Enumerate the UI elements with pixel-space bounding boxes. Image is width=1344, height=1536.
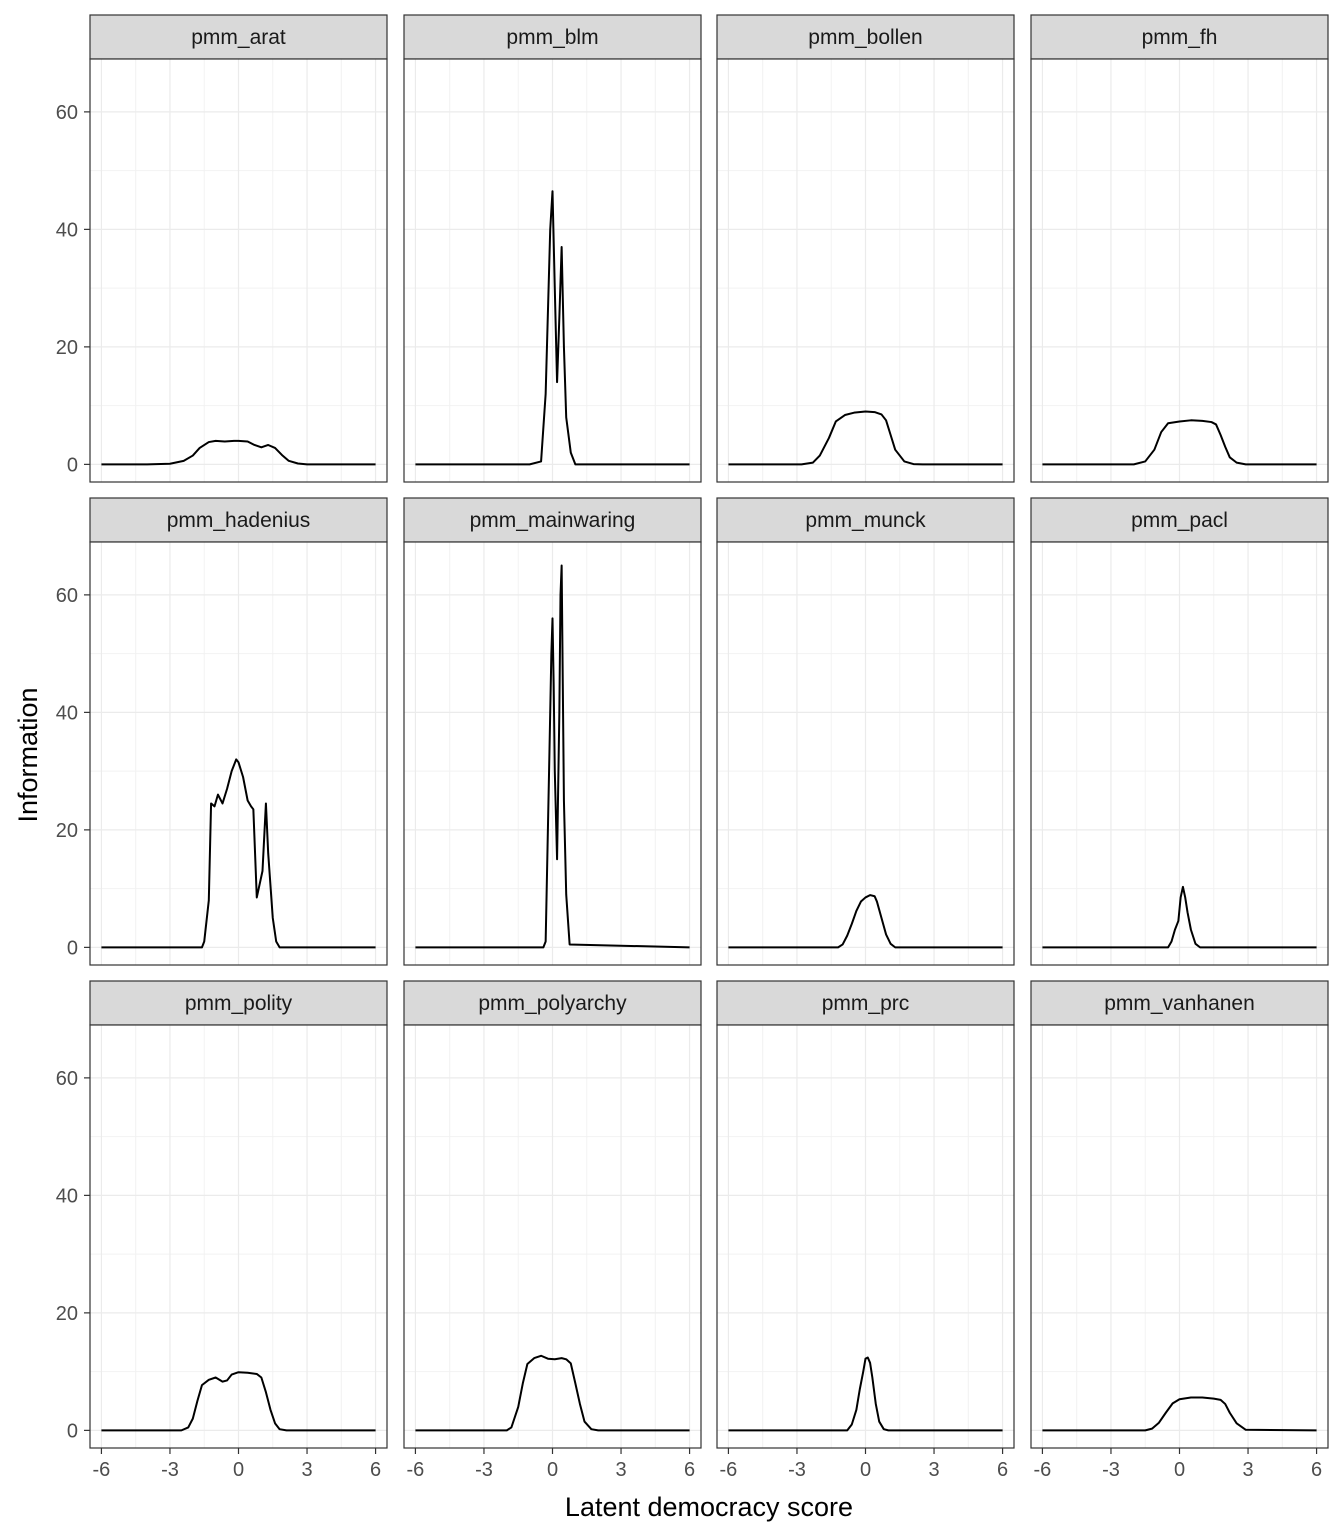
- facet-title: pmm_fh: [1142, 26, 1218, 49]
- y-tick-label: 0: [67, 454, 78, 476]
- x-tick-label: 3: [928, 1459, 939, 1481]
- information-curve: [101, 758, 376, 949]
- x-tick-label: 6: [370, 1459, 381, 1481]
- facet-panel: pmm_arat 0 20 40 60: [56, 14, 388, 483]
- facet-panel: pmm_hadenius 0 20 40 60: [56, 497, 388, 966]
- information-curve: [728, 410, 1003, 466]
- facet-strip: [1030, 980, 1329, 1026]
- panel-border: [1030, 58, 1329, 483]
- x-tick-label: 6: [1311, 1459, 1322, 1481]
- facet-panel: pmm_fh: [1030, 14, 1329, 483]
- y-tick-label: 40: [56, 219, 78, 241]
- facet-title: pmm_polity: [185, 992, 293, 1015]
- x-tick-label: 0: [547, 1459, 558, 1481]
- information-curve: [101, 1371, 376, 1432]
- x-tick-label: 6: [997, 1459, 1008, 1481]
- facet-panel: pmm_blm: [403, 14, 702, 483]
- facet-title: pmm_vanhanen: [1104, 992, 1255, 1015]
- facet-panel: pmm_polyarchy -6 -3 0 3 6: [403, 980, 702, 1481]
- facet-strip: [403, 980, 702, 1026]
- panel-border: [403, 541, 702, 966]
- panel-border: [716, 58, 1015, 483]
- panel-border: [1030, 541, 1329, 966]
- y-tick-label: 60: [56, 585, 78, 607]
- information-curve: [728, 894, 1003, 949]
- facet-panel: pmm_polity 0 20 40 60 -6 -3 0 3 6: [56, 980, 388, 1481]
- y-tick-label: 40: [56, 702, 78, 724]
- facet-strip: [716, 980, 1015, 1026]
- x-tick-label: -6: [407, 1459, 425, 1481]
- x-tick-label: -3: [475, 1459, 493, 1481]
- facet-title: pmm_bollen: [808, 26, 922, 49]
- y-tick-label: 60: [56, 1068, 78, 1090]
- x-tick-label: 3: [615, 1459, 626, 1481]
- x-tick-label: 0: [233, 1459, 244, 1481]
- panel-border: [89, 541, 388, 966]
- panel-border: [716, 541, 1015, 966]
- facet-title: pmm_mainwaring: [470, 509, 636, 532]
- facet-panel: pmm_bollen: [716, 14, 1015, 483]
- y-tick-label: 0: [67, 1420, 78, 1442]
- facet-panel: pmm_pacl: [1030, 497, 1329, 966]
- facet-panel: pmm_mainwaring: [403, 497, 702, 966]
- facet-title: pmm_hadenius: [167, 509, 311, 532]
- information-curve: [1042, 419, 1317, 466]
- y-tick-label: 60: [56, 102, 78, 124]
- panel-border: [89, 58, 388, 483]
- x-tick-label: 3: [301, 1459, 312, 1481]
- information-curve: [415, 1354, 690, 1432]
- facet-title: pmm_arat: [191, 26, 286, 49]
- x-tick-label: -6: [720, 1459, 738, 1481]
- y-tick-label: 20: [56, 337, 78, 359]
- y-tick-label: 0: [67, 937, 78, 959]
- y-tick-label: 20: [56, 1303, 78, 1325]
- x-tick-label: 6: [684, 1459, 695, 1481]
- information-curve: [415, 564, 690, 949]
- facet-panel: pmm_vanhanen -6 -3 0 3 6: [1030, 980, 1329, 1481]
- facet-title: pmm_blm: [506, 26, 598, 49]
- facet-title: pmm_pacl: [1131, 509, 1228, 532]
- information-curve: [1042, 885, 1317, 949]
- panel-border: [403, 58, 702, 483]
- y-tick-label: 20: [56, 820, 78, 842]
- x-axis-title: Latent democracy score: [565, 1492, 853, 1522]
- facet-strip: [403, 14, 702, 60]
- facet-strip: [1030, 497, 1329, 543]
- information-curve: [728, 1356, 1003, 1432]
- x-tick-label: -3: [788, 1459, 806, 1481]
- facet-strip: [89, 980, 388, 1026]
- x-tick-label: -3: [1102, 1459, 1120, 1481]
- facet-panel: pmm_prc -6 -3 0 3 6: [716, 980, 1015, 1481]
- information-curve: [415, 190, 690, 466]
- information-curve: [1042, 1396, 1317, 1432]
- facet-panel: pmm_munck: [716, 497, 1015, 966]
- x-tick-label: 0: [860, 1459, 871, 1481]
- y-axis-title: Information: [13, 687, 43, 822]
- information-curve: [101, 439, 376, 466]
- x-tick-label: -6: [93, 1459, 111, 1481]
- x-tick-label: -6: [1034, 1459, 1052, 1481]
- facet-strip: [716, 14, 1015, 60]
- y-tick-label: 40: [56, 1185, 78, 1207]
- facet-strip: [89, 14, 388, 60]
- facet-title: pmm_prc: [822, 992, 910, 1015]
- x-tick-label: 3: [1242, 1459, 1253, 1481]
- facet-strip: [716, 497, 1015, 543]
- facet-title: pmm_polyarchy: [478, 992, 627, 1015]
- facet-strip: [1030, 14, 1329, 60]
- x-tick-label: 0: [1174, 1459, 1185, 1481]
- x-tick-label: -3: [161, 1459, 179, 1481]
- facet-title: pmm_munck: [805, 509, 926, 532]
